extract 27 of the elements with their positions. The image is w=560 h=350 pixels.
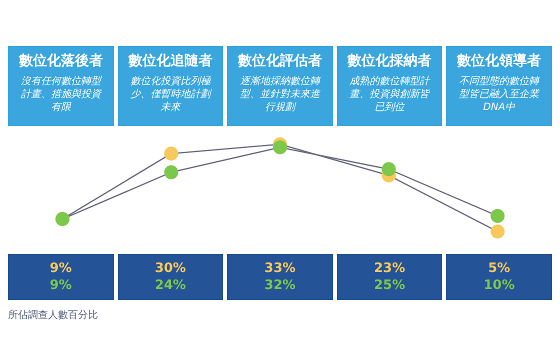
data-label: 9% xyxy=(48,260,73,277)
data-label: 25% xyxy=(373,277,406,294)
point xyxy=(490,224,505,239)
data-label: 10% xyxy=(482,277,516,294)
point xyxy=(490,208,505,223)
text: 不同型態的數位轉型皆已融入至企業DNA中 xyxy=(458,75,541,114)
x-tick-label: 數位化落後者 xyxy=(18,52,104,70)
point xyxy=(164,165,178,180)
text: 數位化投資比列極少、僅暫時地計劃未來 xyxy=(129,75,213,114)
text: 逐漸地採納數位轉型、並針對未來進行規劃 xyxy=(238,75,322,114)
x-tick-label: 數位化領導者 xyxy=(456,52,542,70)
text: 所佔調查人數百分比 xyxy=(8,308,99,322)
x-tick-label: 數位化追隨者 xyxy=(127,52,214,70)
text: 沒有任何數位轉型計畫、措施與投資有限 xyxy=(20,75,103,114)
data-label: 32% xyxy=(263,277,297,294)
point xyxy=(164,146,178,161)
point xyxy=(382,162,396,176)
data-label: 5% xyxy=(487,260,512,277)
data-label: 30% xyxy=(154,260,187,277)
data-label: 23% xyxy=(373,260,406,277)
x-tick-label: 數位化採納者 xyxy=(346,52,433,70)
text: 成熟的數位轉型計畫、投資與創新皆已到位 xyxy=(348,75,432,114)
point xyxy=(273,140,287,154)
data-label: 33% xyxy=(263,260,297,277)
data-label: 9% xyxy=(48,277,73,294)
x-tick-label: 數位化評估者 xyxy=(236,52,323,70)
data-label: 24% xyxy=(154,277,187,294)
